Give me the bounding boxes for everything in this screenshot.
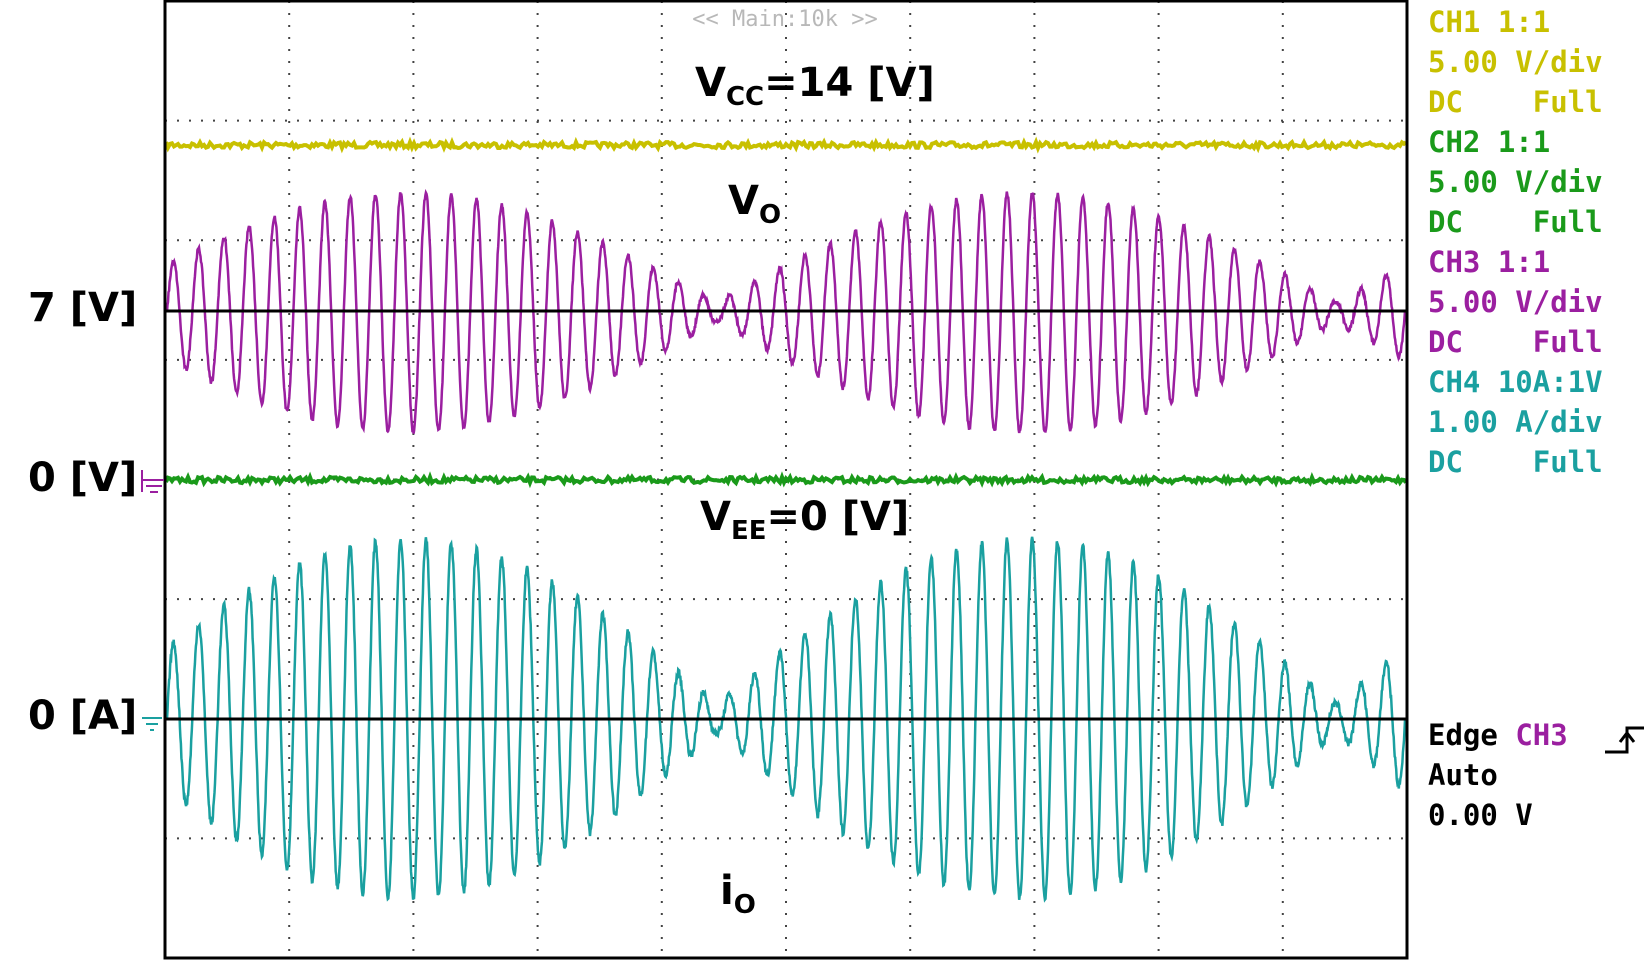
trigger-mode: Auto — [1428, 758, 1498, 792]
channel-1-header: CH1 1:1 — [1428, 5, 1551, 39]
ch1-trace — [164, 136, 1408, 154]
vo-label: VO — [728, 178, 782, 230]
channel-2-coupling: DC Full — [1428, 205, 1603, 239]
channel-4-scale: 1.00 A/div — [1428, 405, 1603, 439]
channel-1-scale: 5.00 V/div — [1428, 45, 1603, 79]
channel-2-scale: 5.00 V/div — [1428, 165, 1603, 199]
ch2-trace — [164, 471, 1408, 489]
rising-edge-icon — [1605, 726, 1644, 754]
vcc-label: VCC=14 [V] — [695, 60, 935, 112]
trigger-level: 0.00 V — [1428, 798, 1533, 832]
ch4-ground-marker-icon — [142, 717, 162, 731]
channel-4-coupling: DC Full — [1428, 445, 1603, 479]
plot-frame — [163, 0, 1409, 960]
ch2-ground-marker-icon — [141, 470, 164, 493]
y-label-7v: 7 [V] — [28, 285, 138, 331]
y-label-0a: 0 [A] — [28, 693, 138, 739]
channel-3-coupling: DC Full — [1428, 325, 1603, 359]
vee-label: VEE=0 [V] — [700, 494, 910, 546]
channel-3-header: CH3 1:1 — [1428, 245, 1551, 279]
channel-1-coupling: DC Full — [1428, 85, 1603, 119]
channel-3-scale: 5.00 V/div — [1428, 285, 1603, 319]
trigger-type: Edge — [1428, 718, 1498, 752]
channel-2-header: CH2 1:1 — [1428, 125, 1551, 159]
channel-4-header: CH4 10A:1V — [1428, 365, 1603, 399]
timebase-header: << Main:10k >> — [692, 7, 877, 32]
trigger-info: Edge CH3 — [1428, 715, 1568, 755]
trigger-source: CH3 — [1515, 718, 1568, 752]
y-label-0v: 0 [V] — [28, 455, 138, 501]
io-label: iO — [720, 868, 756, 920]
ch4-trace — [165, 536, 1407, 903]
